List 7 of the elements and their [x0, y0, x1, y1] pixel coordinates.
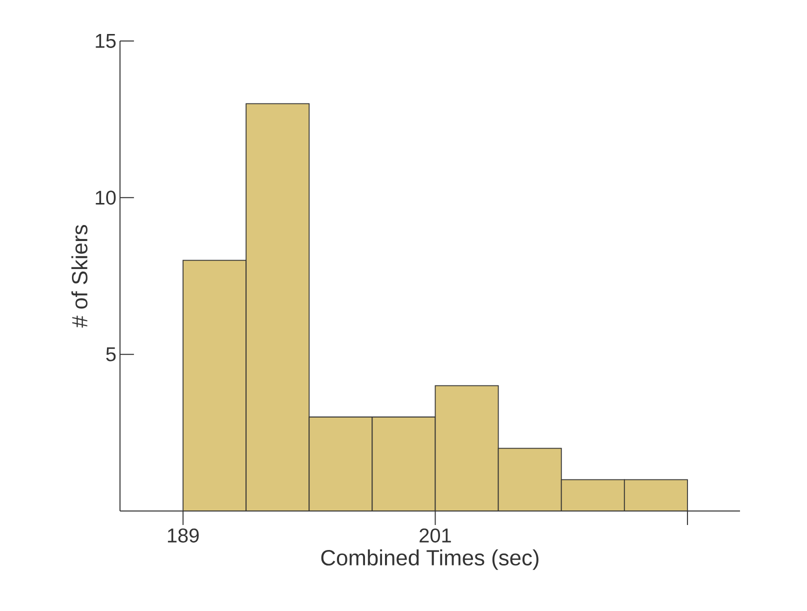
y-tick-label: 10 [96, 190, 116, 205]
y-tick-label: 15 [96, 34, 116, 48]
y-axis-title: # of Skiers [71, 225, 88, 328]
x-axis-title: Combined Times (sec) [321, 549, 538, 570]
x-tick-label: 201 [420, 528, 451, 543]
y-tick-label: 5 [106, 347, 116, 362]
x-tick-label: 189 [168, 528, 199, 543]
